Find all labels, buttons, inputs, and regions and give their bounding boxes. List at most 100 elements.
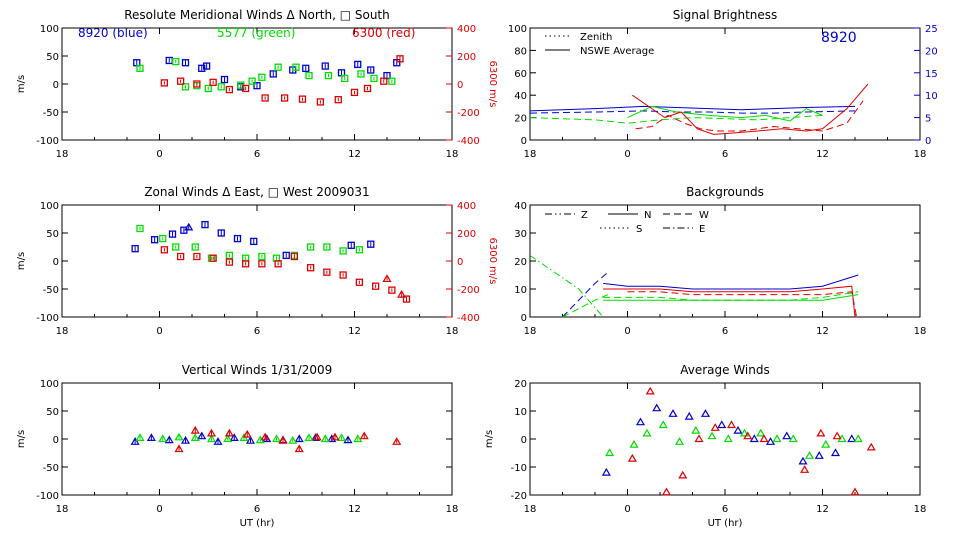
data-point [330, 432, 340, 441]
data-point [866, 442, 876, 451]
series-line [603, 285, 856, 318]
legend-label: Zenith [580, 32, 612, 43]
data-point [700, 409, 711, 417]
data-point [678, 470, 688, 479]
series-line [603, 274, 859, 290]
y-tick-label: 0 [53, 80, 59, 91]
x-axis-label: UT (hr) [708, 518, 743, 529]
y2-tick-label: 20 [925, 46, 938, 57]
data-point [225, 251, 234, 260]
annotation-label: 5577 (green) [217, 26, 295, 40]
data-point [334, 96, 342, 104]
data-point [280, 94, 289, 102]
data-point [684, 411, 694, 420]
panel-average: Average Winds 18 0 6 12 18 UT (hr) 20 10 0 -10 -20 m… [484, 363, 926, 529]
legend-label: NSWE Average [580, 46, 654, 57]
y-tick-label: 50 [46, 407, 59, 418]
data-point [635, 417, 646, 426]
chart-title: Signal Brightness [673, 8, 778, 22]
y-tick-label: 10 [514, 407, 527, 418]
data-point [158, 434, 168, 443]
series-line [562, 271, 609, 318]
data-point [136, 224, 144, 233]
series-line [627, 291, 858, 318]
x-tick-label: 12 [348, 326, 361, 337]
data-point [743, 431, 753, 440]
data-point [642, 428, 652, 437]
data-point [168, 230, 177, 238]
y-tick-label: -10 [511, 463, 527, 474]
data-point [756, 428, 766, 437]
data-point [832, 431, 842, 440]
y-tick-label: 0 [521, 313, 527, 324]
data-point [258, 252, 266, 261]
data-point [261, 94, 269, 102]
y-tick-label: 0 [521, 136, 527, 147]
x-tick-label: 12 [816, 326, 829, 337]
series-line [603, 291, 859, 301]
data-point [306, 264, 315, 272]
data-point [201, 220, 209, 229]
data-point [397, 289, 407, 298]
data-point [260, 432, 270, 441]
series-line [562, 294, 609, 318]
data-point [674, 437, 685, 445]
data-point [396, 55, 404, 63]
data-point [248, 77, 256, 85]
y2-tick-label: 5 [925, 114, 931, 125]
data-point [380, 77, 388, 85]
data-point [320, 434, 330, 443]
data-point [691, 425, 701, 434]
series-line [635, 100, 864, 132]
y2-axis-label: 6300 m/s [487, 61, 498, 108]
plot-frame [529, 382, 921, 496]
data-point [321, 62, 329, 70]
y-tick-label: 100 [40, 201, 59, 212]
legend-label: E [699, 224, 705, 235]
data-point [193, 252, 201, 261]
y2-tick-label: -200 [457, 285, 480, 296]
data-point [382, 274, 392, 283]
data-point [242, 429, 252, 438]
data-point [217, 83, 225, 91]
data-point [290, 252, 299, 261]
data-point [206, 434, 217, 443]
data-point [652, 403, 662, 412]
data-point [176, 77, 185, 85]
data-point [316, 98, 325, 106]
data-point [197, 431, 207, 440]
data-point [765, 437, 776, 445]
data-point [150, 236, 159, 244]
x-tick-label: 0 [624, 504, 630, 515]
x-tick-label: 18 [914, 504, 927, 515]
data-point [204, 84, 212, 93]
data-point [164, 435, 174, 444]
y-tick-label: 50 [46, 229, 59, 240]
x-tick-label: 6 [722, 149, 728, 160]
series-line [529, 110, 856, 114]
data-point [388, 286, 396, 294]
data-point [241, 260, 250, 268]
data-point [294, 444, 304, 453]
data-point [159, 234, 167, 243]
y-tick-label: -50 [43, 285, 59, 296]
y-tick-label: -50 [43, 463, 59, 474]
y2-tick-label: 0 [457, 257, 463, 268]
data-point [347, 241, 355, 249]
data-point [298, 95, 307, 103]
data-point [804, 451, 815, 459]
data-point [135, 433, 145, 441]
data-point [172, 243, 180, 251]
data-point [339, 247, 347, 255]
x-tick-label: 18 [446, 504, 459, 515]
y2-tick-label: -400 [457, 313, 480, 324]
plot-frame [61, 204, 453, 318]
data-point [306, 243, 315, 251]
data-point [174, 432, 184, 441]
annotation-label: 8920 [821, 30, 857, 46]
x-tick-label: 18 [914, 326, 927, 337]
data-point [850, 487, 860, 496]
y-tick-label: 0 [53, 435, 59, 446]
data-point [202, 62, 211, 70]
